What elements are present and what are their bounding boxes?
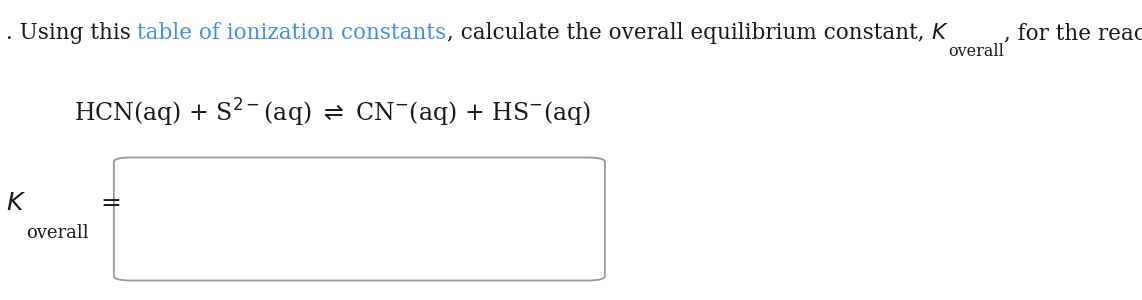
Text: . Using this: . Using this — [6, 22, 137, 44]
Text: , calculate the overall equilibrium constant,: , calculate the overall equilibrium cons… — [447, 22, 931, 44]
FancyBboxPatch shape — [114, 158, 605, 280]
Text: $\mathit{K}$: $\mathit{K}$ — [931, 23, 949, 43]
Text: overall: overall — [26, 224, 88, 242]
Text: =: = — [93, 192, 122, 215]
Text: HCN(aq) + S$^{2-}$(aq) $\rightleftharpoons$ CN$^{-}$(aq) + HS$^{-}$(aq): HCN(aq) + S$^{2-}$(aq) $\rightleftharpoo… — [74, 97, 592, 129]
Text: overall: overall — [949, 43, 1004, 59]
Text: $\mathit{K}$: $\mathit{K}$ — [6, 191, 26, 215]
Text: , for the reaction.: , for the reaction. — [1004, 22, 1142, 44]
Text: table of ionization constants: table of ionization constants — [137, 22, 447, 44]
